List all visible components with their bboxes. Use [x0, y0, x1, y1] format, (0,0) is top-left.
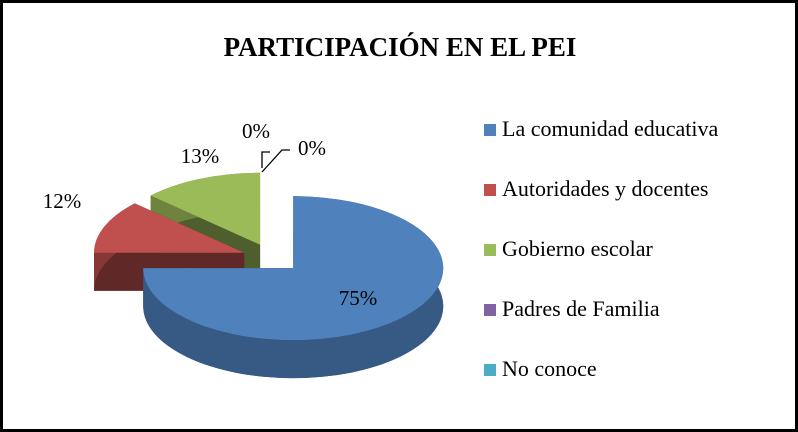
legend-swatch	[484, 184, 496, 196]
chart-title: PARTICIPACIÓN EN EL PEI	[224, 32, 577, 62]
legend-label: Gobierno escolar	[502, 236, 654, 261]
data-label: 75%	[339, 286, 378, 310]
leader-line	[261, 151, 270, 168]
slice	[143, 196, 444, 379]
data-label: 0%	[242, 119, 270, 143]
data-label: 12%	[43, 189, 82, 213]
data-label: 0%	[298, 136, 326, 160]
slice-top	[143, 196, 444, 341]
legend-swatch	[484, 304, 496, 316]
legend-label: Padres de Familia	[502, 296, 660, 321]
legend-label: Autoridades y docentes	[502, 176, 709, 201]
legend-swatch	[484, 244, 496, 256]
slice-top	[150, 172, 261, 245]
legend-label: La comunidad educativa	[502, 116, 718, 141]
slice-top	[94, 203, 245, 253]
data-label: 13%	[181, 144, 220, 168]
legend-swatch	[484, 124, 496, 136]
legend-label: No conoce	[502, 356, 597, 381]
leader-line	[261, 149, 290, 173]
legend-swatch	[484, 364, 496, 376]
